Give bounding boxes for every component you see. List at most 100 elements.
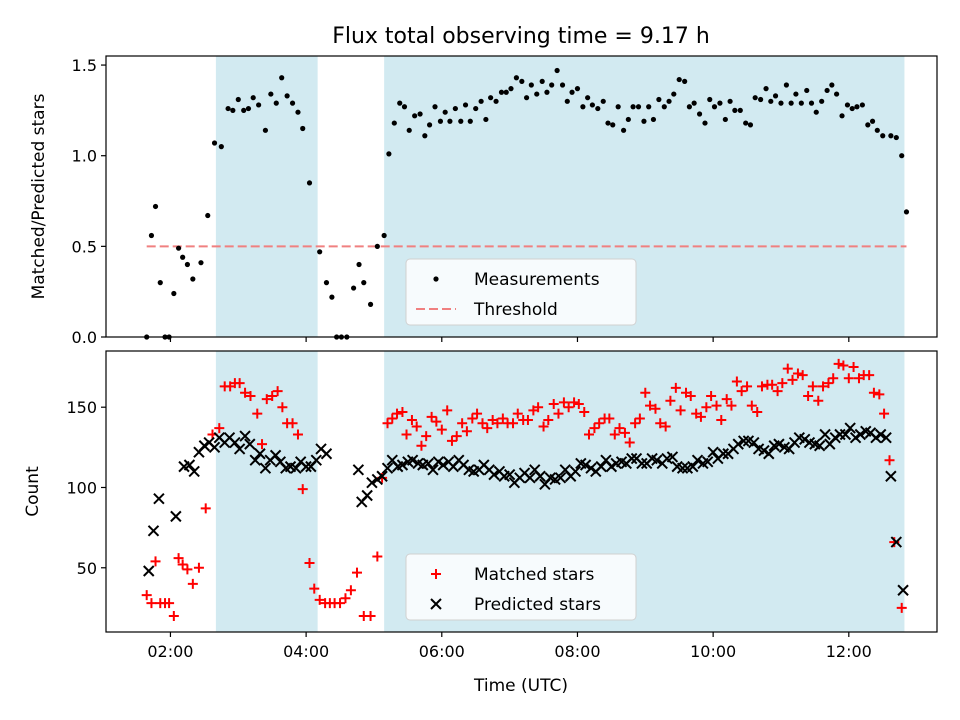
- matched-stars-point: [187, 578, 198, 589]
- predicted-stars-point: [691, 454, 704, 466]
- legend-matched-marker: [431, 569, 441, 579]
- bottom-panel-counts: 50 100 150 02:00 04:00 06:00 08:00 10:00 12:00 Co…: [23, 350, 938, 661]
- matched-stars-point: [240, 387, 251, 398]
- predicted-stars-point: [717, 448, 730, 460]
- matched-stars-point: [864, 370, 875, 381]
- measurement-point: [893, 134, 899, 141]
- matched-stars-point: [372, 551, 383, 562]
- matched-stars-point: [522, 415, 533, 426]
- predicted-stars-point: [854, 428, 867, 441]
- measurement-point: [722, 116, 728, 123]
- measurement-point: [205, 212, 211, 219]
- matched-stars-point: [640, 387, 651, 398]
- top-panel-ratio: 0.0 0.5 1.0 1.5 Matched/Predicted stars Measu…: [29, 55, 938, 347]
- measurement-point: [508, 86, 514, 92]
- predicted-stars-point: [737, 435, 750, 447]
- predicted-stars-point: [310, 454, 323, 466]
- matched-stars-point: [695, 411, 706, 422]
- measurement-point: [783, 82, 790, 88]
- predicted-stars-point: [249, 454, 261, 466]
- predicted-stars-point: [396, 459, 409, 471]
- measurement-point: [727, 98, 733, 104]
- measurement-point: [874, 127, 880, 133]
- predicted-stars-point: [366, 476, 378, 489]
- measurement-point: [600, 98, 606, 104]
- matched-stars-point: [173, 553, 184, 564]
- measurement-point: [758, 96, 764, 103]
- measurement-point: [323, 280, 330, 286]
- measurement-point: [417, 111, 423, 117]
- legend-box: [405, 553, 637, 621]
- y-tick-label: 150: [66, 398, 97, 417]
- matched-stars-point: [421, 431, 432, 442]
- matched-stars-point: [548, 398, 559, 409]
- measurement-point: [798, 100, 804, 106]
- matched-stars-point: [604, 413, 615, 424]
- matched-stars-point: [711, 400, 722, 411]
- measurement-point: [778, 100, 784, 106]
- matched-stars-point: [619, 427, 630, 438]
- matched-stars-point: [416, 440, 427, 451]
- matched-stars-point: [461, 426, 472, 437]
- matched-stars-point: [624, 437, 635, 448]
- measurement-point: [513, 75, 520, 81]
- matched-stars-point: [200, 503, 211, 514]
- measurement-point: [478, 98, 484, 104]
- measurement-point: [148, 232, 155, 239]
- predicted-stars-point: [427, 464, 439, 476]
- measurement-point: [549, 82, 555, 88]
- predicted-stars-point: [687, 460, 699, 473]
- predicted-stars-point: [233, 443, 246, 455]
- measurement-point: [198, 260, 204, 266]
- matched-stars-point: [252, 408, 263, 419]
- measurement-point: [306, 180, 313, 186]
- matched-stars-point: [387, 413, 398, 424]
- predicted-stars-point: [208, 441, 221, 454]
- measurement-point: [574, 86, 581, 92]
- matched-stars-point: [340, 593, 351, 604]
- matched-stars-point: [431, 416, 442, 427]
- matched-stars-point: [838, 360, 849, 371]
- x-axis-label: Time (UTC): [473, 676, 568, 696]
- measurement-point: [361, 280, 367, 286]
- matched-stars-point: [457, 418, 468, 429]
- measurement-point: [397, 100, 403, 106]
- measurement-point: [888, 133, 894, 139]
- matched-stars-point: [818, 381, 829, 392]
- matched-stars-point: [634, 413, 645, 424]
- predicted-stars-point: [406, 454, 419, 466]
- measurement-point: [391, 120, 397, 126]
- matched-stars-point: [563, 402, 574, 413]
- measurement-point: [467, 118, 473, 124]
- matched-stars-point: [543, 415, 554, 426]
- matched-stars-point: [512, 408, 523, 419]
- measurement-point: [630, 104, 636, 110]
- axes-frame: [105, 350, 938, 633]
- measurement-point: [432, 104, 438, 110]
- measurement-point: [865, 122, 871, 128]
- measurement-point: [157, 280, 163, 286]
- predicted-stars-point: [569, 465, 582, 478]
- matched-stars-point: [896, 602, 907, 613]
- matched-stars-point: [807, 381, 818, 392]
- matched-stars-point: [365, 610, 376, 621]
- measurement-point: [824, 87, 830, 94]
- measurement-point: [580, 104, 586, 110]
- measurement-point: [300, 125, 306, 132]
- predicted-stars-point: [229, 436, 241, 449]
- measurement-point: [452, 105, 458, 112]
- matched-stars-point: [146, 598, 157, 609]
- matched-stars-point: [573, 398, 584, 409]
- matched-stars-point: [508, 418, 519, 429]
- measurement-point: [462, 102, 469, 108]
- predicted-stars-point: [676, 462, 689, 474]
- matched-stars-point: [670, 382, 681, 393]
- measurement-point: [711, 104, 718, 110]
- legend-label: Matched stars: [474, 565, 594, 585]
- matched-stars-point: [833, 358, 844, 369]
- measurement-point: [903, 209, 910, 215]
- measurement-point: [401, 104, 408, 110]
- measurement-point: [813, 109, 819, 115]
- matched-stars-point: [257, 439, 268, 450]
- measurement-point: [747, 122, 754, 128]
